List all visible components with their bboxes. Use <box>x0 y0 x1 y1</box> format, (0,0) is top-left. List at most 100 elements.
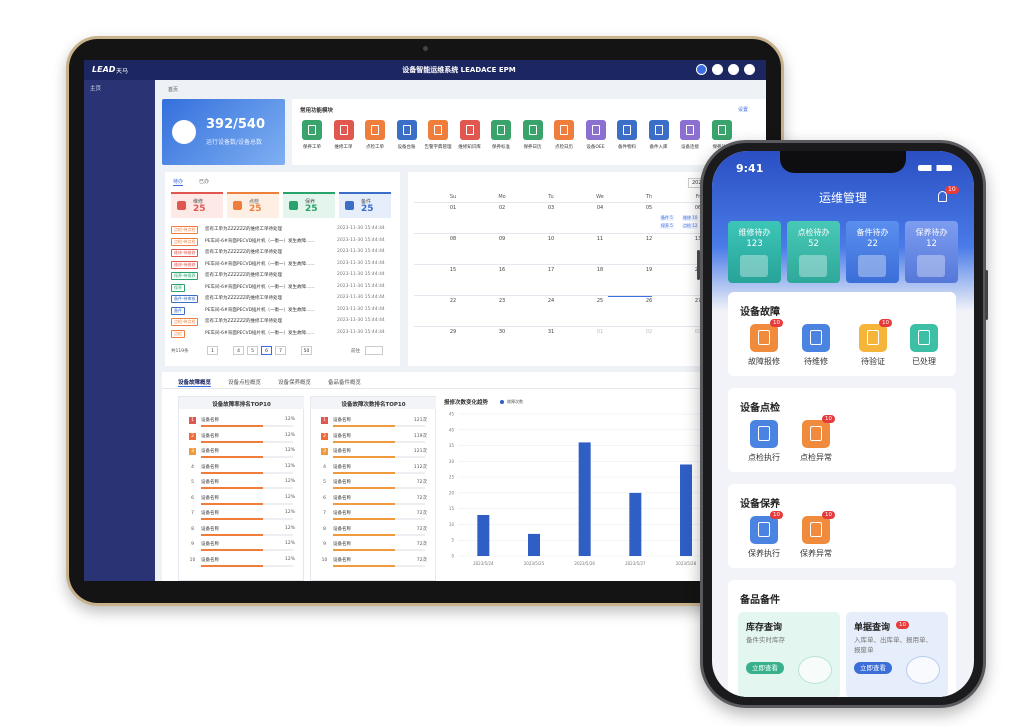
module-label[interactable]: 点检工单 <box>366 145 384 150</box>
rank-value: 12% <box>284 463 295 469</box>
module-label[interactable]: 备件入库 <box>649 145 668 150</box>
module-label[interactable]: 设备OEE <box>586 145 605 150</box>
menu-icon[interactable] <box>750 516 778 544</box>
module-label[interactable]: 维修知识库 <box>458 145 481 150</box>
menu-icon[interactable] <box>859 324 887 352</box>
rank-value: 12% <box>284 541 295 546</box>
todo-text[interactable]: 您有工单为ZZZZZZ的维修工单待处理 <box>205 273 282 278</box>
module-label[interactable]: 维修工单 <box>334 145 353 150</box>
rank-name: 设备名称 <box>201 464 219 470</box>
todo-text[interactable]: PE车间-6#背面PECVD插片机（一衡一）发生故障...... <box>205 238 315 244</box>
menu-glyph <box>810 426 822 441</box>
module-label[interactable]: 点检日历 <box>555 145 573 150</box>
rank-table: 设备故障次数排名TOP10 1 设备名称 121次 2 设备名称 119次 3 设备名称 121次… <box>310 396 436 581</box>
side-button <box>985 270 988 320</box>
module-label[interactable]: 保养标准 <box>492 145 510 150</box>
menu-label: 故障报修 <box>748 357 780 366</box>
rank-fill <box>201 487 263 489</box>
menu-glyph <box>810 330 822 345</box>
modules-settings: 设置 <box>738 107 749 113</box>
module-icon <box>680 120 700 140</box>
calendar-date: 06 <box>694 205 702 211</box>
todo-text[interactable]: PE车间-6#背面PECVD插片机（一衡一）发生故障...... <box>205 284 315 290</box>
todo-text[interactable]: 您有工单为ZZZZZZ的维修工单待处理 <box>205 227 282 232</box>
rank-fill <box>201 518 263 520</box>
badge: 10 <box>770 319 783 327</box>
calendar-row-line <box>414 326 766 327</box>
section-card: 设备故障 10 故障报修 待维修 10 待验证 已处理 <box>728 292 956 376</box>
page-button[interactable]: 50 <box>301 346 312 355</box>
rank-fill <box>333 549 395 551</box>
calendar-date: 03 <box>547 205 555 211</box>
module-icon <box>648 120 669 140</box>
module-glyph <box>560 125 568 135</box>
menu-icon[interactable] <box>802 324 830 352</box>
spare-button[interactable]: 立即查看 <box>746 662 784 674</box>
module-label[interactable]: 告警字典管理 <box>424 145 452 150</box>
rank-fill <box>201 549 263 551</box>
weekday: Tu <box>548 194 554 200</box>
todo-text[interactable]: PE车间-6#背面PECVD插片机（一衡一）发生故障...... <box>205 330 315 336</box>
spare-desc: 报废单 <box>854 646 874 654</box>
page-button[interactable]: 6 <box>261 346 272 355</box>
rank-name: 设备名称 <box>333 557 351 563</box>
x-tick-label: 2023/5/24 <box>473 561 494 566</box>
section-title: 备品备件 <box>740 595 780 606</box>
todo-tag: 维修-待维修 <box>171 260 199 269</box>
rank-number: 3 <box>189 448 196 455</box>
y-tick-label: 35 <box>449 443 455 448</box>
module-label[interactable]: 保养日历 <box>523 145 542 150</box>
summary-label: 点检待办 <box>797 228 830 237</box>
menu-icon[interactable] <box>750 420 778 448</box>
summary-value: 12 <box>926 239 937 249</box>
calendar-date: 18 <box>596 267 604 273</box>
calendar-date: 10 <box>547 236 555 242</box>
tablet-screen: LEAD 天马 设备智能运维系统 LEADACE EPM 主页 首页 392/540 运行设… <box>84 60 766 581</box>
todo-card-icon <box>177 201 186 210</box>
todo-time: 2023-11-30 15:44:44 <box>337 283 385 289</box>
menu-icon[interactable] <box>750 324 778 352</box>
rank-value: 72次 <box>416 511 427 516</box>
overview-panel: 设备故障概览 设备点检概览 设备保养概览 备品备件概览 设备故障率排名TOP10 1 设备名… <box>162 372 766 581</box>
module-icon <box>522 120 543 140</box>
rank-number: 8 <box>323 526 326 532</box>
page-button[interactable]: 7 <box>275 346 286 355</box>
weekday: Su <box>449 194 457 200</box>
page-button[interactable]: 5 <box>247 346 258 355</box>
stat-icon <box>172 120 196 144</box>
menu-icon[interactable] <box>910 324 938 352</box>
module-icon <box>302 120 322 140</box>
overview-tab[interactable]: 设备点检概览 <box>228 380 262 386</box>
overview-tab[interactable]: 备品备件概览 <box>328 380 362 386</box>
logo-cn: 天马 <box>116 68 129 75</box>
menu-icon[interactable] <box>802 420 830 448</box>
page-button[interactable]: 1 <box>207 346 218 355</box>
todo-card-label: 点检 <box>249 199 260 205</box>
todo-text[interactable]: PE车间-6#背面PECVD插片机（一衡一）发生故障...... <box>205 261 315 267</box>
module-label[interactable]: 保养工单 <box>303 145 321 150</box>
page-button[interactable]: 4 <box>233 346 244 355</box>
calendar-date: 02 <box>498 205 506 211</box>
todo-text[interactable]: 您有工单为ZZZZZZ的维修工单待处理 <box>205 250 282 255</box>
rank-fill <box>201 425 263 427</box>
rank-fill <box>333 564 395 567</box>
calendar-date: 05 <box>645 205 653 211</box>
todo-text[interactable]: PE车间-6#背面PECVD插片机（一衡一）发生故障...... <box>205 307 315 313</box>
spare-button[interactable]: 立即查看 <box>854 662 892 674</box>
overview-tab[interactable]: 设备故障概览 <box>178 380 212 387</box>
module-icon <box>711 120 732 140</box>
rank-number: 6 <box>323 495 326 501</box>
rank-value: 12% <box>284 494 295 500</box>
todo-tag: 备件 <box>171 306 185 315</box>
rank-value: 72次 <box>416 526 427 532</box>
calendar-date: 04 <box>596 205 604 211</box>
module-label[interactable]: 设备连接 <box>681 145 699 150</box>
overview-tab[interactable]: 设备保养概览 <box>278 380 312 386</box>
calendar-date: 03 <box>694 329 702 335</box>
menu-icon[interactable] <box>802 516 830 544</box>
module-label[interactable]: 备件物料 <box>618 145 636 150</box>
todo-text[interactable]: 您有工单为ZZZZZZ的维修工单待处理 <box>205 319 282 324</box>
module-label[interactable]: 设备台账 <box>397 145 416 150</box>
rank-value: 12% <box>284 510 295 515</box>
todo-text[interactable]: 您有工单为ZZZZZZ的维修工单待处理 <box>205 296 282 301</box>
